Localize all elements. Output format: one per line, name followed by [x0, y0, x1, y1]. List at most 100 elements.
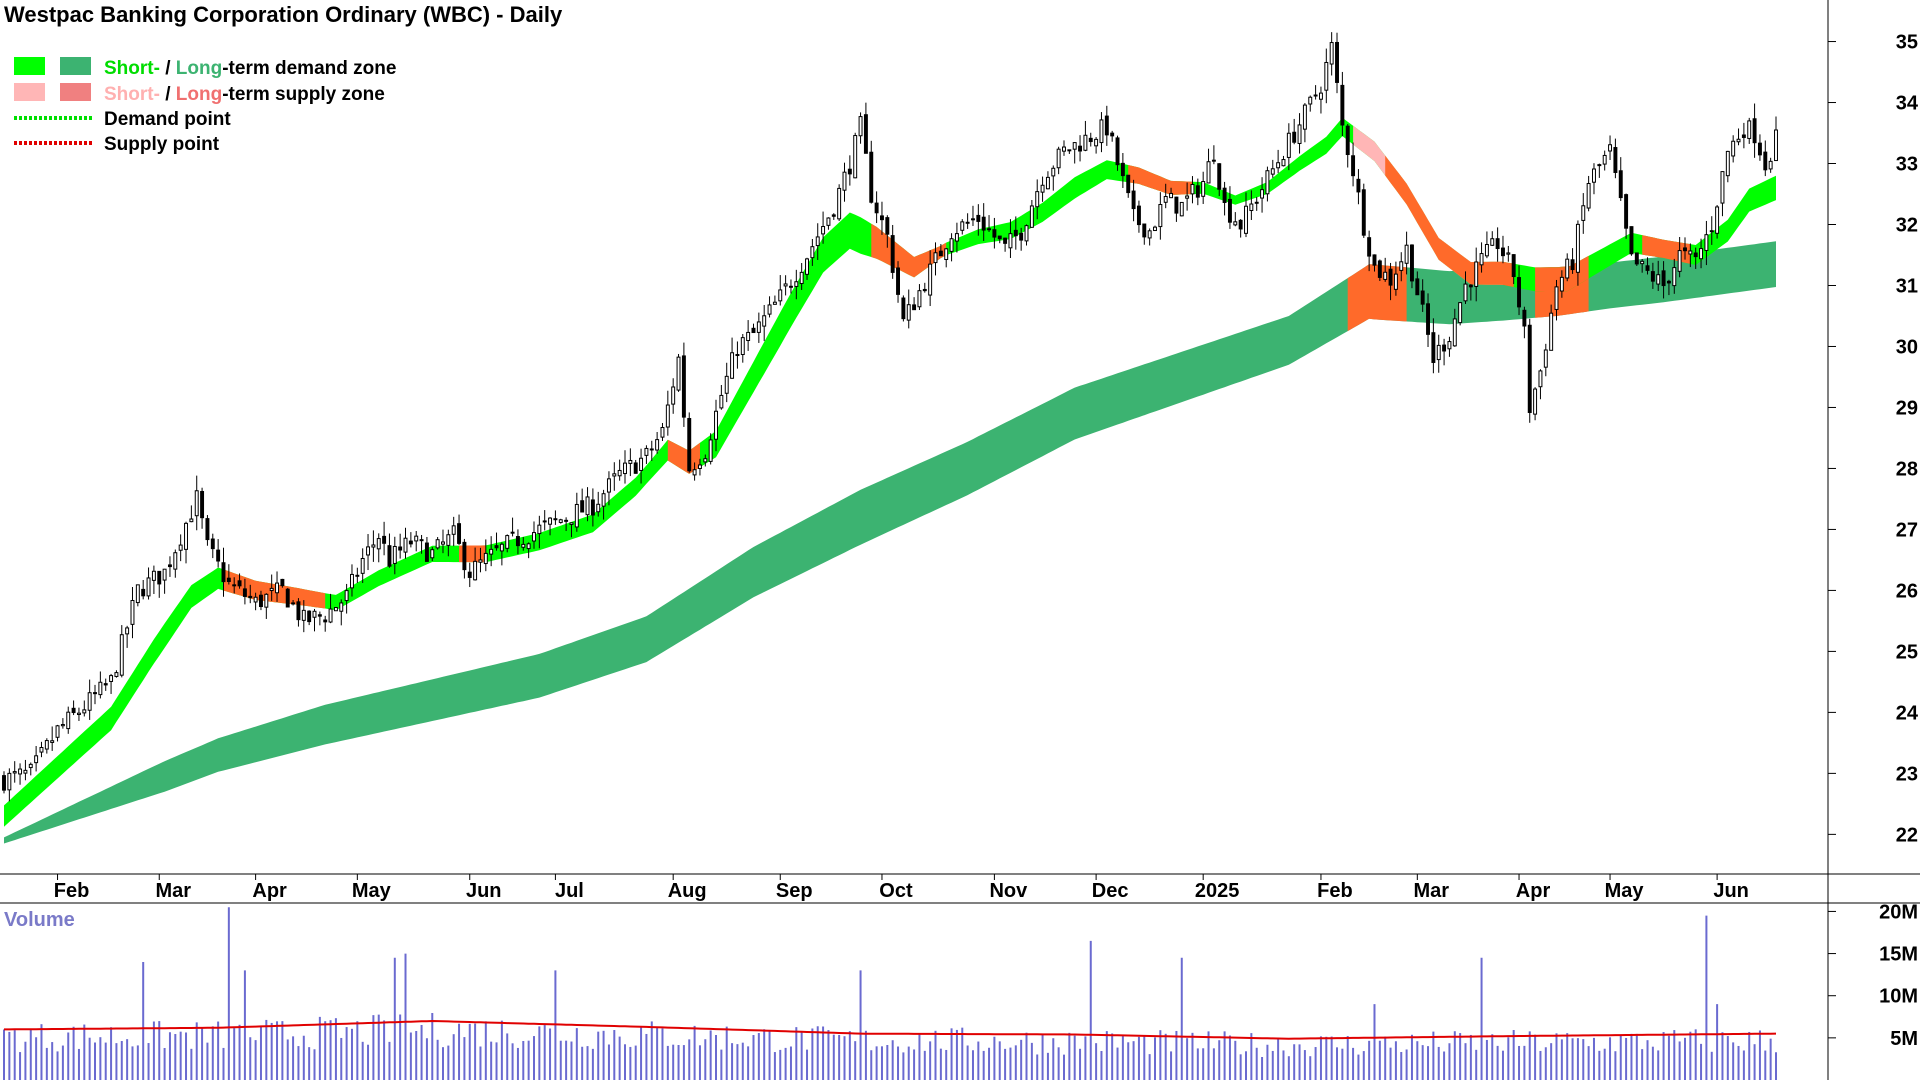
candle-up [344, 590, 349, 602]
candle-up [18, 768, 23, 775]
candle-up [1153, 226, 1157, 232]
candle-up [756, 321, 761, 333]
time-tick-label: Apr [252, 880, 287, 902]
candle-up [1474, 261, 1479, 287]
candle-up [1688, 250, 1693, 255]
candle-down [1222, 187, 1227, 203]
candle-up [1672, 267, 1677, 287]
candle-up [1699, 248, 1704, 260]
candle-down [1313, 94, 1318, 97]
chart-title: Westpac Banking Corporation Ordinary (WB… [4, 2, 563, 27]
candle-down [938, 250, 943, 257]
candle-up [1581, 205, 1586, 221]
legend-demand-label: Short- / Long-term demand zone [104, 58, 396, 79]
candle-up [489, 548, 494, 555]
volume-tick-label: 15M [1879, 944, 1918, 966]
candle-up [275, 582, 279, 594]
candle-down [1501, 247, 1505, 257]
candle-up [151, 570, 156, 581]
time-tick-label: Jun [1713, 880, 1749, 902]
candle-up [928, 263, 933, 296]
candle-down [226, 577, 231, 582]
candle-up [146, 577, 151, 597]
legend-supply-point: Supply point [14, 134, 220, 155]
candle-down [997, 235, 1002, 240]
candle-down [237, 580, 242, 587]
candle-down [141, 588, 146, 597]
candle-down [735, 354, 740, 357]
candle-down [494, 545, 499, 549]
price-tick-label: 30 [1896, 336, 1918, 358]
candle-down [863, 114, 868, 154]
candle-up [612, 473, 617, 477]
candle-down [869, 151, 874, 203]
candle-up [1463, 283, 1468, 302]
candle-down [1431, 332, 1436, 363]
candle-up [1094, 138, 1099, 147]
short-term-supply-segment [1128, 165, 1193, 195]
time-tick-label: Feb [1317, 880, 1353, 902]
candle-up [1479, 253, 1484, 266]
candle-down [1361, 189, 1366, 236]
candle-up [339, 602, 344, 612]
candle-up [376, 538, 381, 550]
candle-up [521, 543, 526, 548]
candle-up [1592, 168, 1596, 183]
candle-down [103, 683, 108, 686]
candle-up [949, 238, 954, 252]
candle-up [837, 187, 842, 220]
candle-down [542, 520, 547, 523]
candle-up [526, 543, 531, 550]
candle-up [1281, 159, 1286, 167]
candle-up [39, 747, 44, 753]
candle-up [328, 608, 333, 623]
candle-up [1147, 230, 1152, 239]
price-tick-label: 27 [1896, 519, 1918, 541]
candle-up [1045, 176, 1050, 190]
candle-down [1613, 147, 1618, 173]
candle-up [1233, 221, 1238, 226]
candle-up [1736, 138, 1741, 143]
candle-down [317, 614, 322, 617]
candle-up [1490, 238, 1495, 246]
candle-up [532, 532, 536, 542]
candle-up [301, 609, 306, 621]
candle-up [944, 248, 949, 260]
candle-down [788, 285, 793, 288]
candle-up [1586, 183, 1591, 209]
candle-up [350, 573, 354, 589]
time-tick-label: May [352, 880, 392, 902]
time-axis: Feb Mar Apr May Jun Jul Aug Sep Oct Nov Dec 2025 Feb… [54, 874, 1749, 902]
candle-up [1640, 260, 1645, 265]
long-supply-swatch [60, 83, 91, 101]
candle-down [205, 518, 210, 541]
candle-down [1335, 41, 1339, 83]
candle-up [708, 439, 713, 462]
candle-down [167, 564, 172, 568]
candle-up [917, 290, 922, 308]
candle-up [1720, 171, 1725, 204]
candle-down [93, 692, 97, 695]
candle-down [896, 267, 900, 295]
candle-up [842, 171, 847, 191]
candle-up [954, 233, 959, 242]
candle-down [242, 588, 247, 597]
volume-tick-label: 20M [1879, 901, 1918, 923]
candle-up [483, 552, 488, 565]
price-tick-label: 29 [1896, 397, 1918, 419]
candle-up [366, 546, 371, 556]
candle-up [1747, 120, 1752, 139]
candle-up [719, 394, 724, 409]
time-tick-label: May [1605, 880, 1645, 902]
candle-up [189, 518, 194, 523]
candle-down [1142, 223, 1147, 238]
candle-down [922, 288, 927, 292]
candle-up [1399, 261, 1404, 271]
price-tick-label: 25 [1896, 641, 1918, 663]
candle-down [553, 518, 558, 521]
time-tick-label: Apr [1516, 880, 1551, 902]
candle-up [810, 246, 815, 259]
candle-down [901, 297, 906, 320]
candle-up [7, 772, 12, 791]
candle-up [446, 534, 451, 546]
